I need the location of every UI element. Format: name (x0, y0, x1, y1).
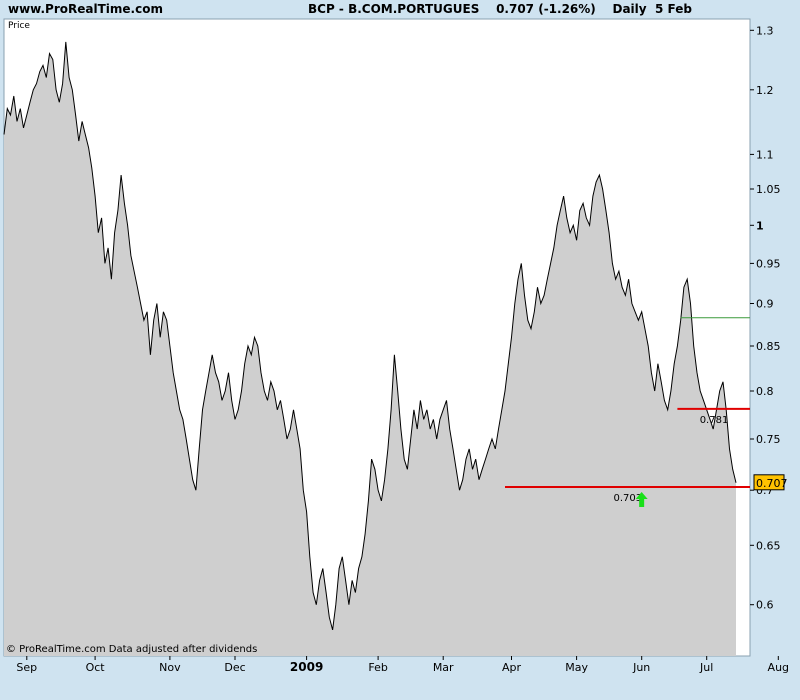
header-bar: www.ProRealTime.com BCP - B.COM.PORTUGUE… (0, 0, 800, 19)
support-line-label: 0.781 (700, 415, 729, 426)
support-line-label: 0.703 (614, 493, 643, 504)
x-tick-label: Apr (502, 661, 522, 674)
last-price-box (753, 474, 785, 491)
y-tick-label: 0.75 (756, 433, 781, 446)
y-tick-label: 1 (756, 219, 764, 232)
footer-note: © ProRealTime.com Data adjusted after di… (6, 644, 257, 655)
x-tick-label: Oct (86, 661, 106, 674)
instrument-info: BCP - B.COM.PORTUGUES 0.707 (-1.26%) Dai… (308, 2, 692, 16)
y-tick-label: 0.65 (756, 539, 781, 552)
annotation-layer: 0.703 0.781 (505, 317, 750, 508)
price-area (4, 41, 736, 656)
x-tick-label: Feb (368, 661, 387, 674)
y-tick-label: 0.95 (756, 257, 781, 270)
x-tick-label: May (565, 661, 588, 674)
y-tick-label: 1.1 (756, 148, 774, 161)
price-line (3, 41, 737, 631)
y-tick-label: 1.05 (756, 183, 781, 196)
y-tick-label: 0.8 (756, 385, 774, 398)
x-tick-label: Nov (159, 661, 181, 674)
y-tick-label: 0.6 (756, 599, 774, 612)
x-tick-label: Dec (224, 661, 245, 674)
x-tick-label: Mar (433, 661, 454, 674)
x-tick-label: 2009 (290, 660, 323, 674)
y-tick-label: 1.3 (756, 24, 774, 37)
x-tick-label: Jun (632, 661, 650, 674)
y-tick-label: 0.9 (756, 298, 774, 311)
last-price-label: 0.707 (756, 477, 788, 490)
y-tick-label: 0.85 (756, 340, 781, 353)
y-tick-label: 1.2 (756, 84, 774, 97)
last-price-marker: 0.707 (753, 474, 788, 491)
area-layer (3, 41, 737, 656)
x-tick-label: Aug (768, 661, 789, 674)
x-tick-label: Jul (699, 661, 713, 674)
x-tick-label: Sep (16, 661, 37, 674)
price-label: Price (8, 21, 30, 31)
x-axis: SepOctNovDec2009FebMarAprMayJunJulAugSep… (16, 656, 789, 674)
site-title[interactable]: www.ProRealTime.com (8, 2, 163, 16)
y-axis: 0.60.650.70.750.80.850.90.9511.051.11.21… (750, 24, 781, 612)
signal-arrow-up (635, 492, 648, 508)
